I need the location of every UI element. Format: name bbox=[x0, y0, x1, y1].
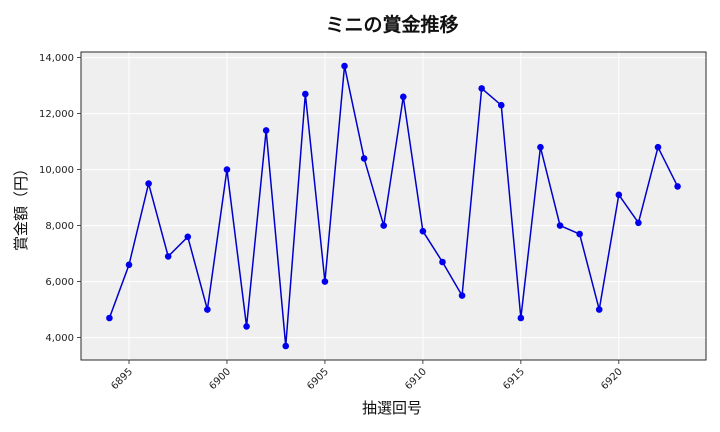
y-tick-label: 8,000 bbox=[45, 221, 74, 232]
data-point bbox=[125, 261, 133, 269]
data-point bbox=[537, 143, 544, 151]
data-point bbox=[106, 314, 113, 322]
data-point bbox=[458, 292, 466, 299]
data-points bbox=[106, 62, 681, 350]
series-line bbox=[108, 65, 679, 347]
x-tick-label: 6895 bbox=[109, 366, 135, 392]
y-tick-label: 14,000 bbox=[39, 53, 74, 64]
data-point bbox=[243, 323, 250, 330]
data-point bbox=[497, 101, 505, 109]
data-point bbox=[184, 233, 192, 241]
x-tick-label: 6920 bbox=[599, 366, 625, 392]
data-point bbox=[615, 191, 623, 199]
x-tick-label: 6915 bbox=[501, 366, 527, 392]
data-point bbox=[595, 306, 603, 313]
grid bbox=[81, 52, 706, 360]
data-point bbox=[223, 166, 231, 173]
x-axis-title: 抽選回号 bbox=[362, 399, 422, 417]
plot-area bbox=[80, 51, 707, 361]
data-point bbox=[164, 253, 172, 260]
data-point bbox=[399, 93, 407, 101]
data-point bbox=[654, 143, 662, 151]
data-point bbox=[478, 85, 485, 92]
plot-frame bbox=[80, 51, 707, 361]
data-point bbox=[145, 180, 152, 187]
data-point bbox=[517, 314, 525, 322]
data-point bbox=[576, 230, 583, 238]
data-point bbox=[556, 222, 564, 229]
data-point bbox=[419, 227, 427, 235]
data-point bbox=[674, 183, 681, 190]
data-point bbox=[321, 278, 329, 285]
y-axis-title: 賞金額（円） bbox=[12, 161, 30, 251]
y-axis: 4,000 6,000 8,000 10,000 12,000 14,000 bbox=[39, 53, 81, 344]
y-tick-label: 4,000 bbox=[45, 333, 74, 344]
data-point bbox=[439, 258, 446, 266]
data-point bbox=[262, 127, 270, 134]
x-tick-label: 6910 bbox=[403, 366, 429, 392]
y-tick-label: 6,000 bbox=[45, 277, 74, 288]
data-point bbox=[635, 219, 642, 227]
x-tick-label: 6900 bbox=[207, 366, 233, 392]
data-point bbox=[302, 90, 309, 98]
y-tick-label: 10,000 bbox=[39, 165, 74, 176]
data-point bbox=[360, 155, 368, 162]
data-point bbox=[204, 306, 211, 313]
y-tick-label: 12,000 bbox=[39, 109, 74, 120]
x-tick-label: 6905 bbox=[305, 366, 331, 392]
data-point bbox=[282, 342, 290, 350]
chart-title: ミニの賞金推移 bbox=[325, 13, 458, 36]
data-point bbox=[341, 62, 348, 70]
x-axis: 6895 6900 6905 6910 6915 6920 bbox=[109, 360, 625, 392]
data-point bbox=[380, 222, 388, 229]
